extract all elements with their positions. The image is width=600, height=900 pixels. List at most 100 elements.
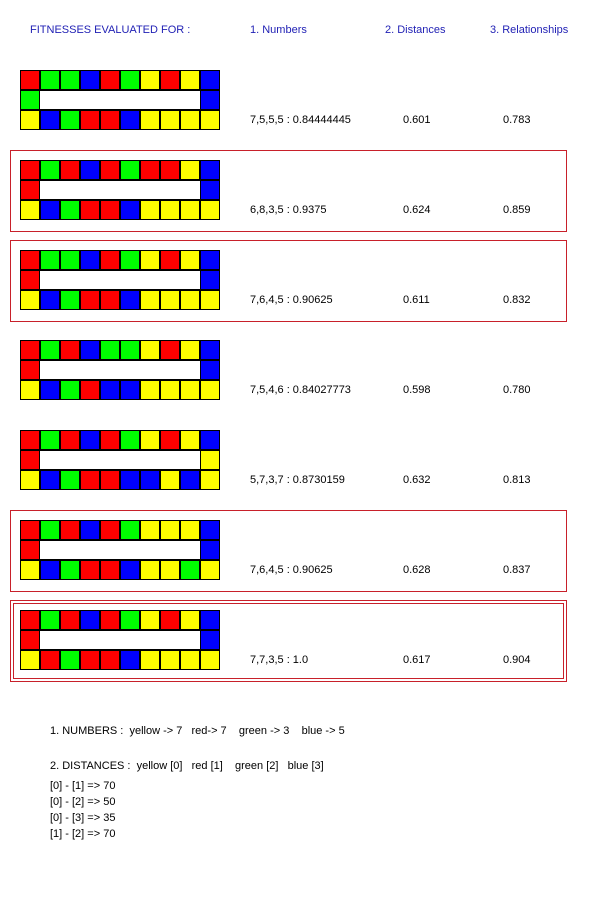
distances-value: 0.598	[403, 384, 431, 396]
color-tile	[80, 110, 100, 130]
color-tile	[120, 610, 140, 630]
color-tile	[80, 650, 100, 670]
numbers-value: 7,7,3,5 : 1.0	[250, 654, 309, 666]
legend-pair-3: [1] - [2] => 70	[50, 828, 116, 840]
color-tile	[120, 560, 140, 580]
color-tile	[100, 70, 120, 90]
color-tile	[20, 650, 40, 670]
numbers-value: 5,7,3,7 : 0.8730159	[250, 474, 345, 486]
color-tile	[200, 110, 220, 130]
color-tile	[200, 360, 220, 380]
color-tile	[40, 470, 60, 490]
color-tile	[60, 250, 80, 270]
color-tile	[20, 610, 40, 630]
color-tile	[20, 290, 40, 310]
color-tile	[180, 430, 200, 450]
fitness-row: 7,6,4,5 : 0.90625 0.611 0.832	[0, 250, 600, 312]
color-tile	[200, 90, 220, 110]
color-tile	[20, 470, 40, 490]
color-tile	[80, 520, 100, 540]
color-tile	[180, 340, 200, 360]
distances-value: 0.601	[403, 114, 431, 126]
numbers-value: 6,8,3,5 : 0.9375	[250, 204, 327, 216]
color-tile	[20, 340, 40, 360]
color-tile	[140, 70, 160, 90]
tile-loop	[20, 160, 221, 221]
color-tile	[40, 290, 60, 310]
numbers-value: 7,5,4,6 : 0.84027773	[250, 384, 351, 396]
color-tile	[80, 380, 100, 400]
color-tile	[60, 520, 80, 540]
color-tile	[80, 70, 100, 90]
color-tile	[120, 430, 140, 450]
color-tile	[100, 470, 120, 490]
color-tile	[20, 160, 40, 180]
color-tile	[140, 610, 160, 630]
color-tile	[100, 610, 120, 630]
color-tile	[160, 110, 180, 130]
color-tile	[80, 610, 100, 630]
tile-loop	[20, 430, 221, 491]
color-tile	[60, 610, 80, 630]
color-tile	[200, 180, 220, 200]
color-tile	[140, 650, 160, 670]
color-tile	[140, 470, 160, 490]
loop-inner	[40, 180, 200, 200]
loop-inner	[40, 630, 200, 650]
color-tile	[20, 630, 40, 650]
header-relationships: 3. Relationships	[490, 24, 569, 36]
color-tile	[60, 430, 80, 450]
color-tile	[60, 470, 80, 490]
color-tile	[120, 70, 140, 90]
header-distances: 2. Distances	[385, 24, 446, 36]
loop-inner	[40, 450, 200, 470]
color-tile	[60, 650, 80, 670]
color-tile	[60, 160, 80, 180]
color-tile	[180, 70, 200, 90]
fitness-row: 7,5,4,6 : 0.84027773 0.598 0.780	[0, 340, 600, 402]
color-tile	[80, 430, 100, 450]
color-tile	[40, 250, 60, 270]
color-tile	[200, 560, 220, 580]
color-tile	[160, 290, 180, 310]
loop-inner	[40, 270, 200, 290]
legend-pair-1: [0] - [2] => 50	[50, 796, 116, 808]
color-tile	[100, 560, 120, 580]
color-tile	[140, 250, 160, 270]
color-tile	[180, 380, 200, 400]
color-tile	[60, 200, 80, 220]
color-tile	[40, 380, 60, 400]
numbers-value: 7,6,4,5 : 0.90625	[250, 294, 333, 306]
color-tile	[100, 520, 120, 540]
color-tile	[200, 650, 220, 670]
color-tile	[60, 380, 80, 400]
distances-value: 0.628	[403, 564, 431, 576]
color-tile	[40, 650, 60, 670]
color-tile	[200, 270, 220, 290]
color-tile	[60, 290, 80, 310]
color-tile	[40, 340, 60, 360]
color-tile	[20, 360, 40, 380]
color-tile	[20, 380, 40, 400]
tile-loop	[20, 340, 221, 401]
color-tile	[80, 560, 100, 580]
numbers-value: 7,5,5,5 : 0.84444445	[250, 114, 351, 126]
color-tile	[20, 110, 40, 130]
color-tile	[120, 520, 140, 540]
color-tile	[120, 650, 140, 670]
color-tile	[120, 470, 140, 490]
color-tile	[40, 160, 60, 180]
color-tile	[60, 70, 80, 90]
highlight-frame	[10, 600, 567, 682]
color-tile	[140, 110, 160, 130]
color-tile	[200, 630, 220, 650]
color-tile	[140, 340, 160, 360]
highlight-frame	[10, 510, 567, 592]
relationships-value: 0.813	[503, 474, 531, 486]
relationships-value: 0.859	[503, 204, 531, 216]
distances-value: 0.611	[403, 294, 430, 306]
color-tile	[140, 200, 160, 220]
color-tile	[120, 200, 140, 220]
color-tile	[120, 250, 140, 270]
color-tile	[80, 340, 100, 360]
